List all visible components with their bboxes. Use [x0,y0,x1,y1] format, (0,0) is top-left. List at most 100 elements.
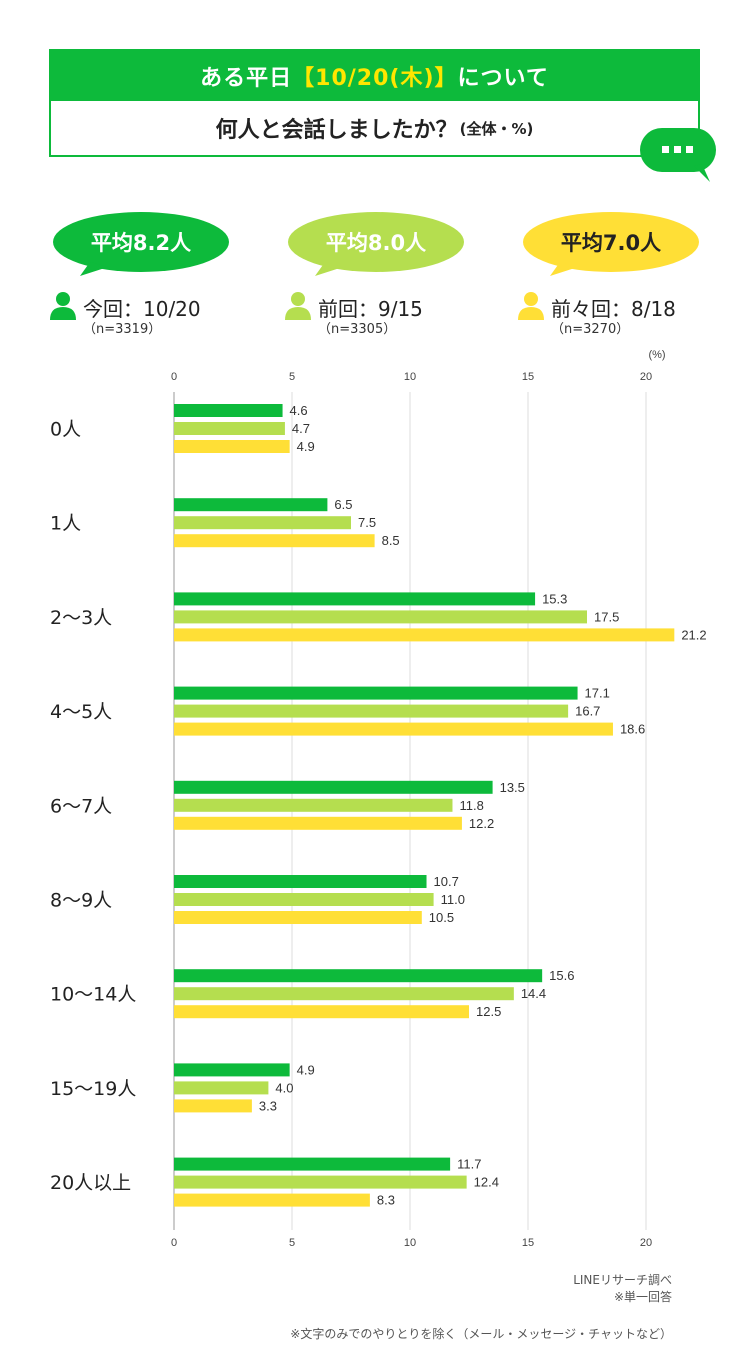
data-label: 17.5 [594,609,619,624]
bar [174,516,351,530]
bar [174,911,422,924]
category-label: 20人以上 [50,1172,131,1194]
source-note: LINEリサーチ調べ ※単一回答 [573,1272,672,1306]
legend-sample-previous: （n=3305） [318,322,397,337]
legend-label-current: 今回：10/20 [83,297,201,321]
x-tick-label-bottom: 20 [640,1237,652,1249]
data-label: 12.5 [476,1004,501,1019]
x-tick-label-top: 15 [522,371,534,383]
chat-bubble-icon [640,128,716,182]
category-label: 1人 [50,513,81,535]
x-tick-label-bottom: 10 [404,1237,416,1249]
bar [174,534,375,548]
average-text-current: 平均8.2人 [90,231,192,255]
data-label: 3.3 [259,1098,277,1113]
average-bubble-current: 平均8.2人 [50,210,232,278]
data-label: 21.2 [681,627,706,642]
data-label: 4.6 [290,403,308,418]
bubble-shape-previous [288,212,464,276]
bar [174,1175,467,1189]
data-label: 18.6 [620,722,645,737]
data-label: 4.9 [297,439,315,454]
bar [174,893,434,906]
bar [174,686,578,700]
bar [174,592,536,606]
category-label: 8〜9人 [50,890,112,912]
title-prefix: ある平日 [200,66,293,91]
average-bubble-previous: 平均8.0人 [285,210,467,278]
bar [174,440,290,453]
bar [174,610,587,624]
title-date: 【10/20(木)】 [292,66,458,91]
category-label: 0人 [50,419,81,441]
title-unit-note: (全体・%) [459,119,534,138]
data-label: 14.4 [521,986,546,1001]
category-label: 6〜7人 [50,795,112,817]
legend-label-previous: 前回：9/15 [318,297,423,321]
data-label: 8.5 [382,533,400,548]
bar [174,875,427,888]
bubble-shape-current [53,212,229,276]
person-icon [285,292,311,320]
data-label: 11.0 [441,892,465,907]
bar [174,1193,370,1207]
bar [174,1157,451,1171]
bar [174,780,493,794]
bar [174,722,613,736]
legend-sample-before-previous: （n=3270） [551,322,630,337]
person-icon [518,292,544,320]
data-label: 16.7 [575,704,600,719]
data-label: 11.8 [459,798,483,813]
data-label: 11.7 [457,1157,481,1172]
average-text-previous: 平均8.0人 [325,231,427,255]
category-label: 2〜3人 [50,607,112,629]
data-label: 12.4 [474,1175,499,1190]
title-line-1: ある平日 【10/20(木)】 について [51,51,698,101]
bar [174,798,453,812]
data-label: 13.5 [500,780,525,795]
legend-label-before-previous: 前々回：8/18 [551,297,676,321]
title-suffix: について [457,66,549,91]
bar [174,1005,469,1019]
bar [174,969,543,983]
bar [174,816,462,830]
bar [174,628,675,642]
bubble-shape-before-previous [523,212,699,276]
bar [174,1081,269,1095]
average-text-before-previous: 平均7.0人 [560,231,662,255]
data-label: 15.3 [542,591,567,606]
category-label: 4〜5人 [50,701,112,723]
category-label: 10〜14人 [50,984,136,1006]
answer-type-line: ※単一回答 [613,1290,672,1304]
legend-sample-current: （n=3319） [83,322,162,337]
bar [174,1099,252,1113]
x-tick-label-bottom: 5 [289,1237,295,1249]
data-label: 17.1 [585,686,610,701]
title-line-2: 何人と会話しましたか？ (全体・%) [51,101,698,155]
data-label: 15.6 [549,968,574,983]
title-box: ある平日 【10/20(木)】 について 何人と会話しましたか？ (全体・%) [49,49,700,157]
data-label: 4.7 [292,421,310,436]
data-label: 8.3 [377,1193,395,1208]
data-label: 4.0 [275,1080,293,1095]
x-tick-label-top: 0 [171,371,177,383]
bar [174,704,569,718]
average-bubble-before-previous: 平均7.0人 [520,210,702,278]
data-label: 7.5 [358,515,376,530]
bar [174,1063,290,1077]
data-label: 4.9 [297,1062,315,1077]
bar [174,498,328,512]
bar [174,404,283,417]
footnote: ※文字のみでのやりとりを除く（メール・メッセージ・チャットなど） [290,1327,672,1341]
source-line: LINEリサーチ調べ [573,1273,672,1287]
x-tick-label-top: 20 [640,371,652,383]
data-label: 10.5 [429,910,454,925]
bar [174,987,514,1001]
data-label: 12.2 [469,816,494,831]
bar [174,422,285,435]
x-tick-label-top: 5 [289,371,295,383]
data-label: 10.7 [434,874,459,889]
person-icon [50,292,76,320]
x-tick-label-top: 10 [404,371,416,383]
